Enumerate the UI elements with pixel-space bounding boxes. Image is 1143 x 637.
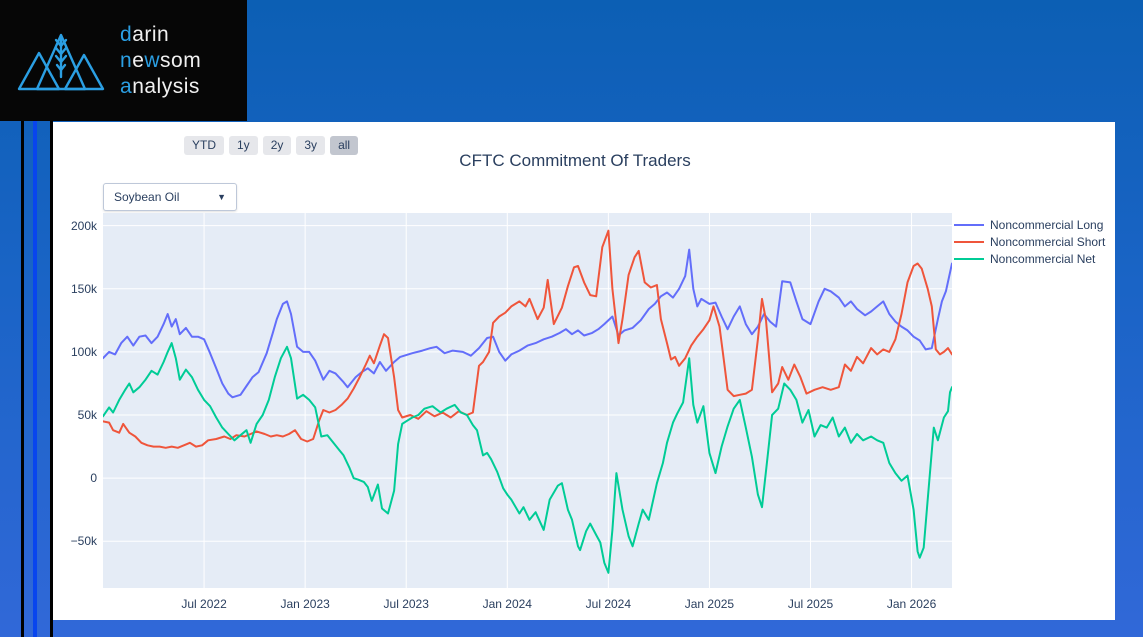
x-axis-tick-label: Jan 2025 [684,597,735,611]
range-button-3y[interactable]: 3y [296,136,326,155]
y-axis-tick-label: −50k [70,534,97,549]
brand-logo-box: darin newsom analysis [0,0,247,121]
legend-item-noncommercial-short[interactable]: Noncommercial Short [954,233,1105,250]
plot-area [102,213,953,588]
left-stripe-black-2 [50,0,53,637]
brand-wordmark-line-1: newsom [120,48,202,72]
cot-line-chart [102,213,953,588]
left-stripe-black-1 [21,0,24,637]
brand-wordmark-line-2: analysis [120,74,200,98]
y-axis-tick-label: 0 [90,471,97,486]
left-stripe-bright-blue [33,0,37,637]
x-axis-tick-label: Jan 2026 [886,597,937,611]
legend-label: Noncommercial Net [990,251,1096,266]
mountains-wheat-logo-icon [16,25,106,96]
legend-item-noncommercial-long[interactable]: Noncommercial Long [954,216,1105,233]
x-axis-tick-label: Jan 2024 [482,597,532,611]
instrument-dropdown[interactable]: Soybean Oil ▼ [103,183,237,211]
legend-line-swatch [954,240,984,243]
brand-wordmark-line-0: darin [120,22,170,46]
series-line-noncommercial-net [102,342,953,574]
range-selector: YTD 1y 2y 3y all [184,136,359,155]
x-axis-tick-label: Jul 2025 [787,597,834,611]
chart-card: YTD 1y 2y 3y all CFTC Commitment Of Traders … [53,122,1115,620]
y-axis-tick-label: 200k [70,218,97,233]
y-axis-tick-label: 100k [70,344,97,359]
instrument-dropdown-value: Soybean Oil [114,190,180,204]
x-axis-tick-label: Jul 2022 [181,597,227,611]
chart-title: CFTC Commitment Of Traders [459,151,691,170]
x-axis-tick-label: Jul 2024 [585,597,632,611]
range-button-all[interactable]: all [330,136,359,155]
legend-label: Noncommercial Long [990,217,1104,232]
series-line-noncommercial-long [102,248,953,399]
series-line-noncommercial-short [102,229,953,449]
legend-item-noncommercial-net[interactable]: Noncommercial Net [954,250,1105,267]
legend-line-swatch [954,223,984,226]
chart-legend: Noncommercial Long Noncommercial Short Non… [954,216,1105,267]
legend-line-swatch [954,257,984,260]
range-button-ytd[interactable]: YTD [184,136,224,155]
y-axis-tick-label: 150k [70,281,97,296]
legend-label: Noncommercial Short [990,234,1106,249]
brand-wordmark: darin newsom analysis [120,22,201,100]
y-axis-tick-label: 50k [77,408,97,423]
range-button-2y[interactable]: 2y [262,136,292,155]
x-axis-tick-label: Jan 2023 [280,597,330,611]
range-button-1y[interactable]: 1y [229,136,258,155]
dropdown-arrow-icon: ▼ [217,192,226,202]
x-axis-tick-label: Jul 2023 [383,597,429,611]
